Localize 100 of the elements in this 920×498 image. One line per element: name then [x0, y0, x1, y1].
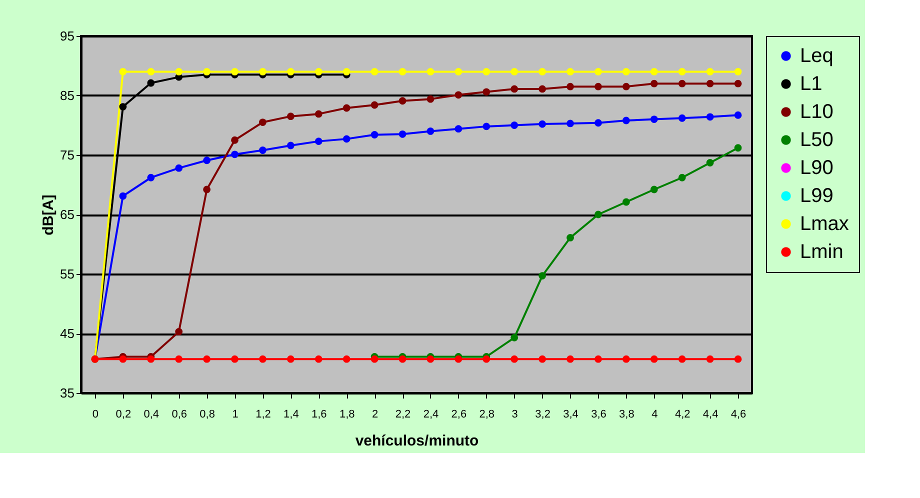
- point: [370, 355, 378, 363]
- x-axis-title: vehículos/minuto: [355, 432, 479, 450]
- x-tick-label: 3,4: [563, 408, 578, 420]
- legend-label: L90: [800, 157, 834, 179]
- x-tick-label: 3,6: [591, 408, 606, 420]
- point: [203, 186, 211, 194]
- point: [147, 174, 155, 182]
- point: [119, 355, 127, 363]
- y-tick-label: 75: [60, 148, 74, 162]
- point: [622, 116, 630, 124]
- point: [650, 355, 658, 363]
- point: [231, 355, 238, 363]
- point: [370, 68, 378, 76]
- x-tick-label: 2,2: [395, 408, 411, 420]
- point: [286, 355, 294, 363]
- y-tick-label: 85: [60, 88, 74, 103]
- legend-label: Lmax: [800, 213, 849, 235]
- legend-label: Leq: [800, 45, 834, 67]
- point: [259, 68, 266, 76]
- point: [370, 131, 378, 138]
- point: [510, 334, 518, 342]
- point: [650, 116, 658, 123]
- point: [482, 355, 490, 363]
- point: [650, 80, 658, 88]
- point: [678, 174, 686, 182]
- point: [566, 120, 574, 128]
- point: [594, 355, 602, 363]
- point: [538, 272, 546, 280]
- point: [482, 122, 490, 130]
- point: [231, 136, 238, 144]
- point: [538, 120, 546, 128]
- point: [203, 68, 211, 76]
- x-tick-label: 1: [232, 408, 238, 420]
- point: [314, 138, 322, 146]
- point: [259, 118, 266, 126]
- x-tick-label: 3,8: [619, 408, 634, 420]
- x-tick-label: 1,6: [311, 408, 327, 420]
- legend-label: L99: [800, 185, 834, 207]
- point: [706, 159, 714, 166]
- x-tick-label: 0,8: [200, 408, 215, 420]
- x-tick-label: 1,8: [339, 408, 355, 420]
- y-axis-title: dB[A]: [40, 194, 58, 236]
- point: [454, 355, 462, 363]
- point: [538, 68, 546, 76]
- legend-label: Lmin: [800, 241, 844, 263]
- x-tick-label: 4,2: [674, 408, 690, 420]
- point: [566, 234, 574, 242]
- point: [510, 85, 518, 93]
- point: [426, 95, 434, 103]
- y-tick-label: 55: [60, 266, 74, 282]
- point: [398, 355, 406, 363]
- point: [314, 110, 322, 118]
- point: [594, 119, 602, 127]
- x-tick-label: 0,6: [172, 408, 188, 420]
- point: [678, 68, 686, 76]
- point: [706, 355, 714, 363]
- y-tick-label: 45: [60, 326, 74, 341]
- point: [119, 68, 127, 76]
- point: [454, 91, 462, 99]
- y-tick-label: 65: [60, 207, 74, 222]
- point: [286, 112, 294, 120]
- point: [510, 355, 518, 363]
- point: [119, 103, 127, 111]
- point: [286, 68, 294, 76]
- point: [482, 88, 490, 96]
- point: [594, 68, 602, 76]
- point: [342, 355, 350, 363]
- point: [231, 68, 238, 76]
- point: [342, 135, 350, 143]
- legend-label: L50: [800, 129, 834, 151]
- point: [147, 355, 155, 363]
- point: [175, 355, 183, 363]
- x-tick-label: 2,4: [423, 408, 439, 420]
- point: [259, 355, 266, 363]
- point: [314, 355, 322, 363]
- point: [482, 68, 490, 76]
- x-tick-label: 3,2: [535, 408, 550, 420]
- x-tick-label: 3: [512, 408, 518, 420]
- point: [734, 144, 742, 152]
- point: [706, 80, 714, 88]
- x-tick-label: 4,6: [730, 408, 746, 420]
- point: [510, 68, 518, 76]
- x-tick-label: 1,4: [284, 408, 299, 420]
- point: [678, 80, 686, 88]
- x-tick-label: 4,4: [702, 408, 718, 420]
- x-tick-label: 0: [92, 408, 99, 420]
- point: [734, 80, 742, 88]
- point: [370, 101, 378, 109]
- point: [398, 130, 406, 138]
- point: [342, 104, 350, 112]
- point: [147, 79, 155, 87]
- point: [734, 111, 742, 119]
- x-tick-label: 4: [652, 408, 658, 420]
- point: [426, 355, 434, 363]
- point: [286, 142, 294, 150]
- point: [175, 328, 183, 336]
- point: [454, 68, 462, 76]
- point: [538, 85, 546, 93]
- point: [175, 164, 183, 172]
- point: [678, 355, 686, 363]
